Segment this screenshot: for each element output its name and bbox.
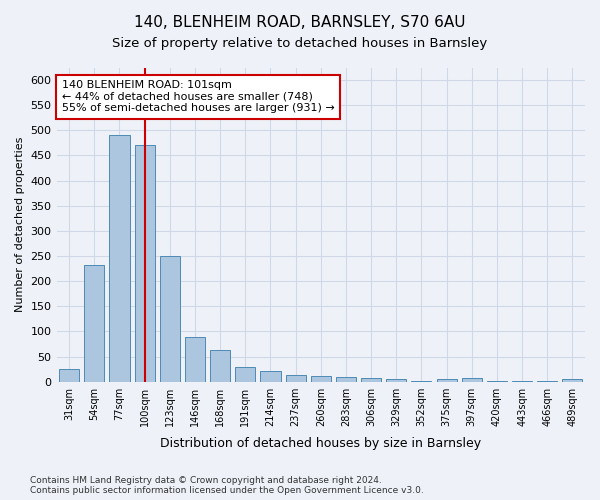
Bar <box>537 380 557 382</box>
Bar <box>361 378 381 382</box>
Text: Contains HM Land Registry data © Crown copyright and database right 2024.
Contai: Contains HM Land Registry data © Crown c… <box>30 476 424 495</box>
Bar <box>562 379 583 382</box>
Bar <box>260 370 281 382</box>
Bar <box>235 366 256 382</box>
Bar <box>59 369 79 382</box>
Bar <box>210 350 230 382</box>
Bar <box>487 380 507 382</box>
Bar <box>160 256 180 382</box>
Bar <box>185 338 205 382</box>
X-axis label: Distribution of detached houses by size in Barnsley: Distribution of detached houses by size … <box>160 437 481 450</box>
Bar <box>461 378 482 382</box>
Bar <box>109 136 130 382</box>
Bar <box>286 375 305 382</box>
Bar <box>336 376 356 382</box>
Bar <box>386 379 406 382</box>
Bar <box>311 376 331 382</box>
Bar <box>84 265 104 382</box>
Text: Size of property relative to detached houses in Barnsley: Size of property relative to detached ho… <box>112 38 488 51</box>
Y-axis label: Number of detached properties: Number of detached properties <box>15 137 25 312</box>
Bar <box>412 380 431 382</box>
Bar <box>134 146 155 382</box>
Bar <box>512 381 532 382</box>
Bar <box>437 379 457 382</box>
Text: 140 BLENHEIM ROAD: 101sqm
← 44% of detached houses are smaller (748)
55% of semi: 140 BLENHEIM ROAD: 101sqm ← 44% of detac… <box>62 80 334 114</box>
Text: 140, BLENHEIM ROAD, BARNSLEY, S70 6AU: 140, BLENHEIM ROAD, BARNSLEY, S70 6AU <box>134 15 466 30</box>
